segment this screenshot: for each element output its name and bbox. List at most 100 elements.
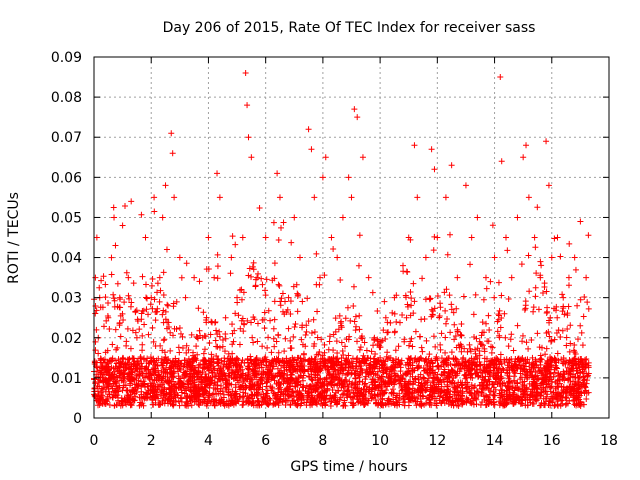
- data-point: [497, 351, 504, 358]
- data-point: [538, 344, 545, 351]
- data-point: [276, 379, 283, 386]
- data-point: [216, 376, 223, 383]
- data-point: [518, 261, 525, 268]
- data-point: [483, 358, 490, 365]
- data-point: [118, 369, 125, 376]
- data-point: [510, 395, 517, 402]
- data-point: [395, 343, 402, 350]
- data-point: [548, 254, 555, 261]
- data-point: [473, 401, 480, 408]
- data-point: [514, 214, 521, 221]
- data-point: [392, 377, 399, 384]
- data-point: [433, 383, 440, 390]
- data-point: [177, 330, 184, 337]
- data-point: [437, 388, 444, 395]
- data-point: [431, 166, 438, 173]
- data-point: [504, 247, 511, 254]
- data-point: [154, 386, 161, 393]
- data-point: [519, 379, 526, 386]
- data-point: [436, 312, 443, 319]
- data-point: [116, 384, 123, 391]
- data-point: [278, 224, 285, 231]
- data-point: [519, 397, 526, 404]
- data-point: [125, 356, 132, 363]
- data-point: [238, 286, 245, 293]
- data-point: [415, 362, 422, 369]
- data-point: [340, 352, 347, 359]
- data-point: [557, 334, 564, 341]
- data-point: [237, 325, 244, 332]
- data-point: [120, 317, 127, 324]
- data-point: [454, 384, 461, 391]
- data-point: [239, 315, 246, 322]
- data-point: [162, 308, 169, 315]
- data-point: [522, 298, 529, 305]
- data-point: [491, 381, 498, 388]
- data-point: [501, 379, 508, 386]
- data-point: [394, 372, 401, 379]
- data-point: [371, 382, 378, 389]
- data-point: [442, 334, 449, 341]
- data-point: [547, 388, 554, 395]
- data-point: [229, 369, 236, 376]
- data-point: [303, 382, 310, 389]
- data-point: [345, 174, 352, 181]
- data-point: [229, 341, 236, 348]
- data-point: [554, 314, 561, 321]
- data-point: [287, 337, 294, 344]
- data-point: [380, 327, 387, 334]
- data-point: [232, 241, 239, 248]
- data-point: [547, 395, 554, 402]
- data-point: [565, 303, 572, 310]
- data-point: [551, 305, 558, 312]
- x-tick-label: 10: [371, 433, 389, 449]
- data-point: [196, 278, 203, 285]
- data-point: [241, 359, 248, 366]
- data-point: [139, 373, 146, 380]
- data-point: [145, 387, 152, 394]
- data-point: [121, 395, 128, 402]
- data-point: [482, 274, 489, 281]
- data-point: [151, 377, 158, 384]
- data-point: [92, 310, 99, 317]
- data-point: [492, 374, 499, 381]
- data-point: [371, 337, 378, 344]
- data-point: [252, 283, 259, 290]
- data-point: [564, 325, 571, 332]
- data-point: [119, 222, 126, 229]
- data-point: [429, 387, 436, 394]
- data-point: [496, 390, 503, 397]
- data-point: [506, 378, 513, 385]
- data-point: [442, 194, 449, 201]
- y-tick-label: 0.03: [51, 291, 82, 307]
- data-point: [128, 299, 135, 306]
- data-point: [174, 392, 181, 399]
- data-point: [537, 272, 544, 279]
- data-point: [183, 395, 190, 402]
- data-point: [270, 219, 277, 226]
- data-point: [388, 366, 395, 373]
- data-point: [480, 329, 487, 336]
- data-point: [452, 333, 459, 340]
- data-point: [108, 364, 115, 371]
- x-tick-label: 16: [543, 433, 561, 449]
- data-point: [445, 400, 452, 407]
- data-point: [183, 342, 190, 349]
- data-point: [98, 369, 105, 376]
- data-point: [131, 368, 138, 375]
- data-point: [362, 400, 369, 407]
- data-point: [559, 291, 566, 298]
- data-point: [157, 287, 164, 294]
- data-point: [532, 244, 539, 251]
- data-point: [108, 271, 115, 278]
- data-point: [400, 393, 407, 400]
- data-point: [264, 378, 271, 385]
- data-point: [571, 374, 578, 381]
- data-point: [145, 366, 152, 373]
- data-point: [240, 320, 247, 327]
- data-point: [476, 358, 483, 365]
- data-point: [412, 328, 419, 335]
- data-point: [442, 320, 449, 327]
- data-point: [219, 343, 226, 350]
- data-point: [455, 392, 462, 399]
